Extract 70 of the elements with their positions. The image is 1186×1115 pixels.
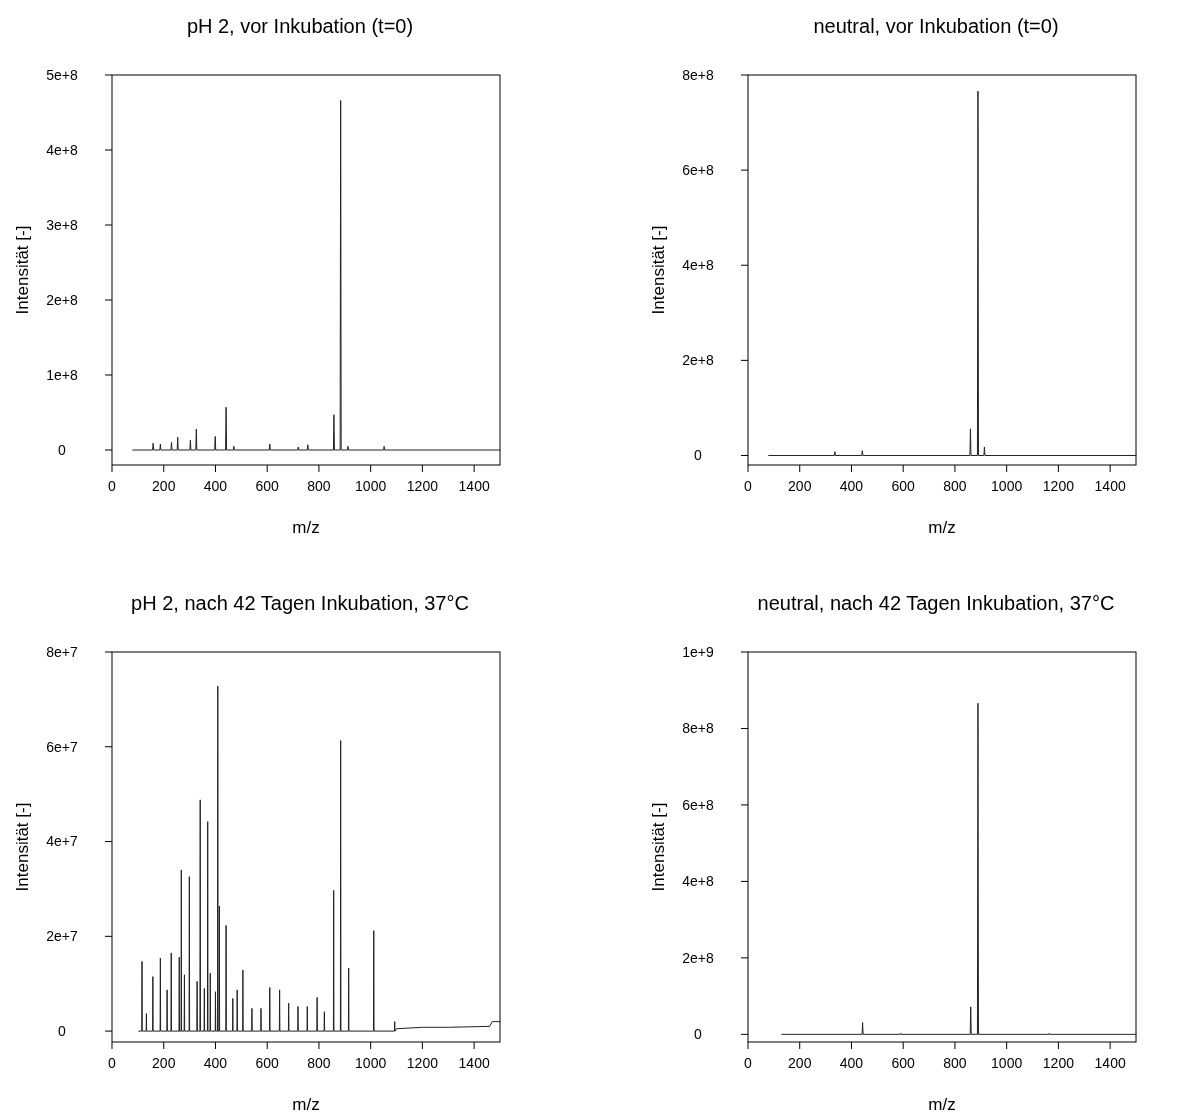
x-tick-label: 1400 [1094,478,1126,494]
chart-title: neutral, nach 42 Tagen Inkubation, 37°C [757,592,1115,614]
x-tick-label: 1000 [355,478,387,494]
x-tick-label: 800 [307,1055,331,1071]
x-tick-label: 600 [891,478,916,494]
y-tick-label: 2e+8 [682,352,714,369]
y-axis-title: Intensität [-] [649,225,668,315]
y-tick-label: 4e+8 [682,257,714,274]
chart-title: neutral, vor Inkubation (t=0) [813,15,1059,37]
x-tick-label: 1000 [991,1055,1023,1071]
y-tick-label: 3e+8 [46,216,78,233]
y-tick-label: 6e+7 [46,738,78,755]
x-tick-label: 600 [255,478,280,494]
line-series [781,702,1137,1035]
y-tick-label: 2e+8 [682,949,714,966]
x-tick-label: 200 [152,1055,176,1071]
x-tick-label: 800 [943,478,967,494]
x-axis-title: m/z [292,518,320,537]
y-tick-label: 8e+8 [682,66,714,83]
x-axis-title: m/z [928,1095,956,1114]
y-tick-label: 1e+8 [46,366,78,383]
x-tick-label: 600 [891,1055,916,1071]
y-tick-label: 0 [58,441,67,458]
x-tick-label: 1400 [1094,1055,1126,1071]
y-tick-label: 2e+7 [46,928,78,945]
y-tick-label: 0 [694,447,703,464]
x-tick-label: 1000 [355,1055,387,1071]
x-tick-label: 1200 [406,1055,439,1071]
line-series [768,90,1137,456]
x-tick-label: 0 [744,1055,753,1071]
y-tick-label: 0 [694,1026,703,1043]
x-tick-label: 0 [108,478,117,494]
chart-title: pH 2, vor Inkubation (t=0) [186,15,414,37]
x-tick-label: 400 [203,478,228,494]
x-tick-label: 400 [203,1055,228,1071]
x-tick-label: 600 [255,1055,280,1071]
y-axis-title: Intensität [-] [13,225,32,315]
x-tick-label: 1200 [406,478,439,494]
x-tick-label: 400 [839,478,864,494]
x-tick-label: 1200 [1042,1055,1075,1071]
y-axis-title: Intensität [-] [13,802,32,892]
y-tick-label: 5e+8 [46,66,78,83]
y-axis-title: Intensität [-] [649,802,668,892]
x-tick-label: 1200 [1042,478,1075,494]
y-tick-label: 6e+8 [682,796,714,813]
x-tick-label: 800 [307,478,331,494]
x-tick-label: 1400 [458,478,490,494]
y-tick-label: 2e+8 [46,291,78,308]
y-tick-label: 4e+7 [46,833,78,850]
x-tick-label: 200 [788,478,812,494]
x-axis-title: m/z [928,518,956,537]
y-tick-label: 4e+8 [46,141,78,158]
y-tick-label: 1e+9 [682,643,714,660]
x-tick-label: 1000 [991,478,1023,494]
x-tick-label: 400 [839,1055,864,1071]
line-series [138,685,501,1032]
y-tick-label: 6e+8 [682,162,714,179]
y-tick-label: 0 [58,1023,67,1039]
line-series [132,100,501,451]
y-tick-label: 4e+8 [682,873,714,890]
y-tick-label: 8e+8 [682,720,714,737]
x-tick-label: 0 [108,1055,117,1071]
x-tick-label: 1400 [458,1055,490,1071]
x-tick-label: 200 [788,1055,812,1071]
x-tick-label: 200 [152,478,176,494]
x-tick-label: 800 [943,1055,967,1071]
y-tick-label: 8e+7 [46,643,78,660]
x-axis-title: m/z [292,1095,320,1114]
x-tick-label: 0 [744,478,753,494]
chart-title: pH 2, nach 42 Tagen Inkubation, 37°C [131,592,469,614]
